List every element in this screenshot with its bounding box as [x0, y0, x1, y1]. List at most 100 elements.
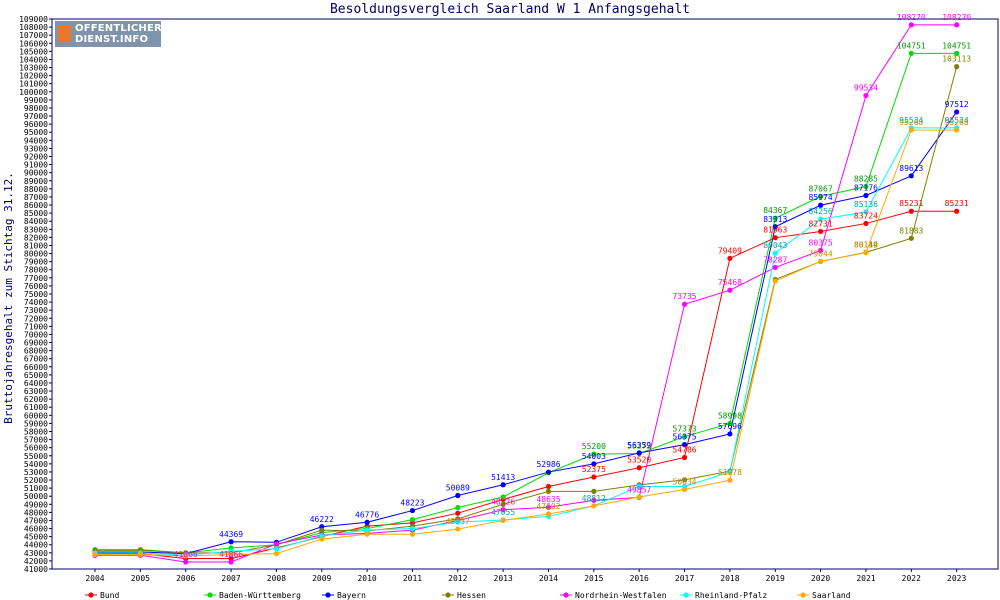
y-tick-label: 98000 [24, 104, 48, 113]
series-line [95, 129, 957, 557]
data-label: 53520 [627, 456, 651, 465]
x-tick-label: 2010 [357, 574, 376, 583]
data-labels: 79409 81963 82731 83724 85231 85231 52375 53520… [174, 13, 972, 559]
data-point [908, 50, 914, 56]
data-label: 50834 [673, 477, 697, 486]
data-point [455, 504, 461, 511]
y-tick-label: 87000 [24, 193, 48, 202]
series-line [95, 52, 957, 554]
data-point [591, 497, 597, 503]
y-tick-label: 49000 [24, 500, 48, 509]
y-tick-label: 79000 [24, 258, 48, 267]
data-point [500, 494, 506, 500]
y-tick-label: 55000 [24, 452, 48, 461]
legend-label: Nordrhein-Westfalen [575, 591, 667, 600]
legend-label: Bayern [337, 591, 366, 600]
y-tick-label: 50000 [24, 492, 48, 501]
data-label: 56375 [673, 433, 697, 442]
plot-frame [51, 18, 999, 570]
data-point [500, 507, 506, 513]
data-label: 47055 [491, 508, 515, 517]
y-tick-label: 81000 [24, 241, 48, 250]
data-label: 80149 [854, 240, 878, 249]
data-label: 80043 [763, 241, 787, 250]
y-tick-label: 47000 [24, 516, 48, 525]
y-tick-label: 46000 [24, 525, 48, 534]
y-tick-label: 101000 [19, 80, 48, 89]
y-tick-label: 107000 [19, 31, 48, 40]
y-tick-label: 92000 [24, 153, 48, 162]
data-label: 57696 [718, 422, 742, 431]
y-tick-label: 104000 [19, 55, 48, 64]
data-label: 85136 [854, 200, 878, 209]
y-tick-label: 61000 [24, 403, 48, 412]
y-tick-label: 76000 [24, 282, 48, 291]
y-tick-label: 89000 [24, 177, 48, 186]
data-point [228, 539, 234, 545]
data-label: 48812 [582, 494, 606, 503]
y-axis: 4100042000430004400045000460004700048000… [19, 15, 52, 574]
data-label: 83313 [763, 215, 787, 224]
data-label: 44369 [219, 530, 243, 539]
data-point [863, 192, 869, 199]
data-point [319, 527, 325, 533]
y-tick-label: 82000 [24, 233, 48, 242]
data-point [954, 109, 960, 115]
data-point [273, 551, 279, 557]
data-label: 104751 [942, 41, 971, 50]
data-label: 89613 [899, 164, 923, 173]
y-tick-label: 78000 [24, 266, 48, 275]
data-point [772, 264, 778, 271]
data-point [954, 127, 960, 133]
y-tick-label: 60000 [24, 411, 48, 420]
data-label: 52986 [536, 460, 560, 469]
data-point [772, 278, 778, 284]
y-tick-label: 73000 [24, 306, 48, 315]
x-tick-label: 2007 [221, 574, 240, 583]
y-tick-label: 48000 [24, 508, 48, 517]
y-tick-label: 67000 [24, 355, 48, 364]
y-tick-label: 62000 [24, 395, 48, 404]
legend-label: Baden-Württemberg [219, 591, 301, 600]
y-tick-label: 106000 [19, 39, 48, 48]
data-label: 81963 [763, 226, 787, 235]
data-point [863, 183, 869, 190]
y-tick-label: 64000 [24, 379, 48, 388]
legend-label: Bund [100, 591, 119, 600]
site-logo: OFFENTLICHER DIENST.INFO [55, 21, 162, 47]
series-line [95, 66, 958, 554]
y-tick-label: 103000 [19, 64, 48, 73]
y-tick-label: 97000 [24, 112, 48, 121]
data-label: 41866 [174, 550, 198, 559]
x-tick-label: 2019 [766, 574, 785, 583]
data-label: 79044 [809, 249, 833, 258]
data-point [727, 469, 733, 475]
data-point [727, 477, 733, 483]
data-point [954, 64, 960, 70]
x-tick-label: 2008 [267, 574, 286, 583]
legend-label: Rheinland-Pfalz [695, 591, 767, 600]
x-tick-label: 2021 [856, 574, 875, 583]
data-label: 87176 [854, 184, 878, 193]
data-label: 52375 [582, 465, 606, 474]
y-tick-label: 86000 [24, 201, 48, 210]
data-point [364, 527, 370, 533]
data-label: 48635 [536, 495, 560, 504]
x-axis: 2004 2005 2006 2007 2008 2009 2010 2011 2012 2013… [85, 569, 966, 583]
y-tick-label: 56000 [24, 444, 48, 453]
data-point [681, 454, 688, 461]
data-point [954, 50, 960, 56]
data-point [545, 483, 552, 490]
y-tick-label: 66000 [24, 363, 48, 372]
legend-marker [563, 592, 569, 598]
y-tick-label: 93000 [24, 144, 48, 153]
data-point [772, 224, 778, 230]
y-tick-label: 80000 [24, 250, 48, 259]
y-tick-label: 59000 [24, 419, 48, 428]
y-tick-label: 53000 [24, 468, 48, 477]
data-label: 75468 [718, 278, 742, 287]
data-label: 50089 [446, 483, 470, 492]
y-tick-label: 43000 [24, 549, 48, 558]
data-point [863, 220, 869, 227]
series-points [92, 22, 960, 565]
